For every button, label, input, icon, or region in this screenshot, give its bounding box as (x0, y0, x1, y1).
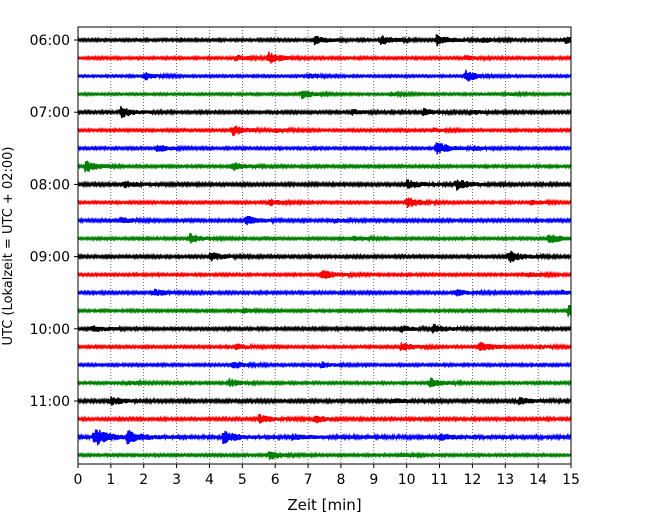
seismogram-trace (77, 125, 572, 136)
x-tick-label: 4 (205, 472, 214, 488)
seismogram-trace (77, 105, 572, 119)
x-tick-label: 10 (398, 472, 416, 488)
y-tick-label: 07:00 (30, 105, 70, 121)
x-tick-label: 2 (139, 472, 148, 488)
seismogram-trace (77, 250, 572, 263)
y-tick-label: 11:00 (30, 394, 70, 410)
seismogram-trace (77, 377, 572, 388)
x-axis-label: Zeit [min] (287, 496, 361, 514)
x-tick-label: 11 (431, 472, 449, 488)
seismogram-trace (77, 51, 572, 64)
y-axis-ticks: 06:00 07:00 08:00 09:00 10:00 11:00 (30, 33, 78, 410)
x-tick-label: 12 (463, 472, 481, 488)
seismogram-trace (77, 197, 572, 208)
grid-lines (110, 27, 539, 464)
seismogram-trace (77, 396, 572, 406)
y-tick-label: 10:00 (30, 322, 70, 338)
seismogram-trace (77, 89, 572, 99)
x-tick-label: 7 (304, 472, 313, 488)
x-tick-label: 9 (369, 472, 378, 488)
x-tick-label: 3 (172, 472, 181, 488)
x-tick-label: 0 (74, 472, 83, 488)
seismogram-trace (77, 142, 572, 155)
x-tick-label: 8 (336, 472, 345, 488)
y-tick-label: 08:00 (30, 177, 70, 193)
seismogram-trace (77, 232, 572, 244)
y-axis-label: UTC (Lokalzeit = UTC + 02:00) (1, 147, 16, 346)
seismogram-trace (77, 323, 572, 334)
seismogram-trace (77, 288, 572, 297)
x-tick-label: 6 (271, 472, 280, 488)
seismogram-trace (77, 34, 572, 47)
x-tick-label: 13 (496, 472, 514, 488)
y-tick-label: 09:00 (30, 250, 70, 266)
seismogram-trace (77, 429, 572, 446)
seismogram-trace (77, 69, 572, 82)
seismogram-trace (77, 451, 572, 460)
x-tick-label: 1 (106, 472, 115, 488)
trace-group (77, 34, 572, 460)
x-tick-label: 5 (238, 472, 247, 488)
seismogram-trace (77, 413, 572, 424)
seismogram-trace (77, 360, 572, 370)
seismogram-trace (77, 179, 572, 191)
x-tick-label: 15 (562, 472, 580, 488)
seismogram-trace (77, 342, 572, 352)
seismogram-trace (77, 160, 572, 173)
seismogram-trace (77, 270, 572, 280)
x-tick-label: 14 (529, 472, 547, 488)
x-axis-ticks: 0 1 2 3 4 5 6 7 8 9 10 11 12 13 14 15 (74, 464, 580, 488)
seismogram-trace (77, 304, 572, 317)
seismogram-trace (77, 215, 572, 226)
plot-frame (77, 26, 572, 465)
y-tick-label: 06:00 (30, 33, 70, 49)
